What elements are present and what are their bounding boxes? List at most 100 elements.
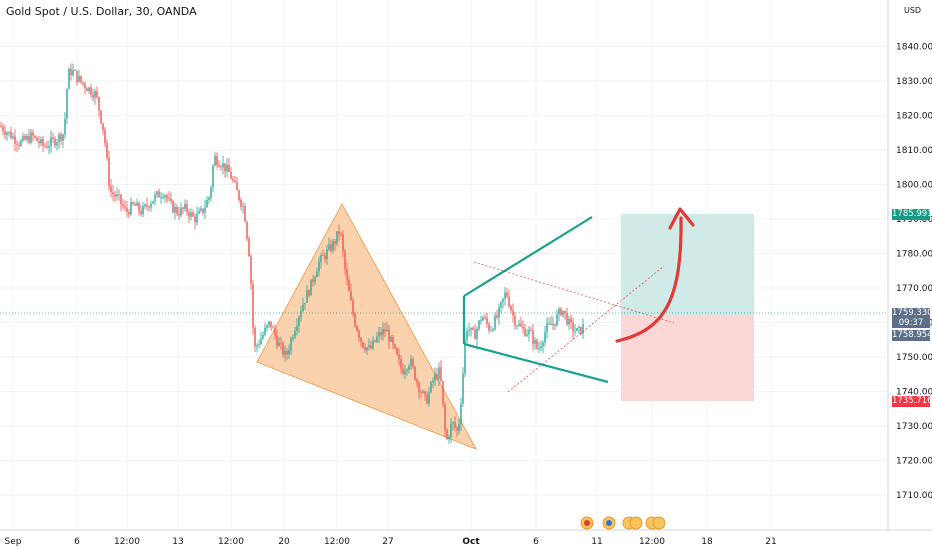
candle-body [254, 328, 256, 347]
stop-price-tag: 1735.716 [892, 396, 932, 407]
candle-body [506, 292, 508, 297]
candle-body [32, 132, 34, 136]
chart-title: Gold Spot / U.S. Dollar, 30, OANDA [6, 5, 197, 18]
candle-body [200, 208, 202, 211]
candle-body [304, 302, 306, 305]
candle-body [0, 125, 2, 127]
candle-body [500, 301, 502, 308]
candle-body [238, 190, 240, 200]
candle-body [148, 206, 150, 208]
candle-body [564, 310, 566, 314]
candle-body [160, 197, 162, 199]
candle-body [74, 70, 76, 71]
candle-body [330, 244, 332, 251]
candle-body [156, 191, 158, 195]
candle-body [560, 308, 562, 316]
candle-body [182, 207, 184, 210]
candle-body [524, 328, 526, 336]
candle-body [202, 208, 204, 213]
candles [0, 63, 584, 444]
candle-body [464, 340, 466, 374]
candle-body [144, 204, 146, 207]
candle-body [276, 335, 278, 346]
candle-body [206, 200, 208, 208]
candle-body [258, 344, 260, 346]
candle-body [194, 216, 196, 223]
candle-body [438, 367, 440, 379]
candle-body [12, 136, 14, 139]
candle-body [510, 306, 512, 311]
candle-body [108, 157, 110, 186]
candle-body [542, 342, 544, 347]
position-zones [621, 214, 754, 401]
candle-body [186, 203, 188, 212]
candle-body [40, 138, 42, 144]
candle-body [376, 336, 378, 342]
candle-body [132, 202, 134, 205]
x-tick-label: 13 [172, 537, 183, 547]
candle-body [436, 373, 438, 379]
y-tick-label: 1720.000 [896, 457, 932, 467]
candle-body [400, 359, 402, 369]
candle-body [382, 329, 384, 336]
candle-body [76, 70, 78, 82]
candle-body [52, 137, 54, 139]
candle-body [530, 329, 532, 331]
candle-body [46, 146, 48, 148]
x-tick-label: Sep [5, 537, 22, 547]
candle-body [374, 340, 376, 342]
candle-body [8, 131, 10, 133]
candle-body [428, 391, 430, 404]
candle-body [270, 321, 272, 328]
candle-body [398, 354, 400, 360]
candle-body [14, 136, 16, 144]
candle-body [410, 359, 412, 366]
candle-body [166, 195, 168, 199]
candle-body [36, 137, 38, 142]
candle-body [576, 328, 578, 332]
candle-body [118, 194, 120, 196]
candle-body [228, 164, 230, 173]
candle-body [408, 365, 410, 370]
candle-body [306, 290, 308, 303]
candle-body [196, 213, 198, 223]
candle-body [544, 332, 546, 343]
candle-body [272, 327, 274, 329]
candle-body [522, 326, 524, 329]
candle-body [466, 330, 468, 341]
candle-body [412, 359, 414, 367]
candle-body [204, 207, 206, 213]
candle-body [402, 368, 404, 374]
candle-body [72, 70, 74, 76]
candle-body [322, 255, 324, 256]
candle-body [230, 172, 232, 179]
candle-body [536, 340, 538, 349]
candle-body [70, 68, 72, 76]
y-tick-label: 1800.000 [896, 181, 932, 191]
x-tick-label: 12:00 [114, 537, 140, 547]
candle-body [252, 283, 254, 329]
x-axis: Sep 6 12:00 13 12:00 20 12:00 27 Oct 6 11 12:00 18 21 [5, 537, 777, 547]
projection-arrow [615, 207, 695, 343]
candle-body [352, 300, 354, 315]
candle-body [362, 341, 364, 348]
candle-body [432, 380, 434, 383]
candle-body [84, 83, 86, 89]
candle-body [558, 308, 560, 315]
candle-body [68, 68, 70, 90]
candle-body [482, 317, 484, 321]
event-icons[interactable] [580, 516, 666, 530]
candle-body [168, 198, 170, 200]
candle-body [20, 140, 22, 146]
candle-body [102, 123, 104, 131]
candle-body [152, 201, 154, 204]
candle-body [476, 328, 478, 340]
candle-body [540, 346, 542, 349]
candle-body [392, 336, 394, 345]
candle-body [416, 379, 418, 383]
candle-body [384, 329, 386, 332]
x-tick-label: 11 [591, 537, 602, 547]
candle-body [356, 325, 358, 331]
candle-body [210, 187, 212, 198]
